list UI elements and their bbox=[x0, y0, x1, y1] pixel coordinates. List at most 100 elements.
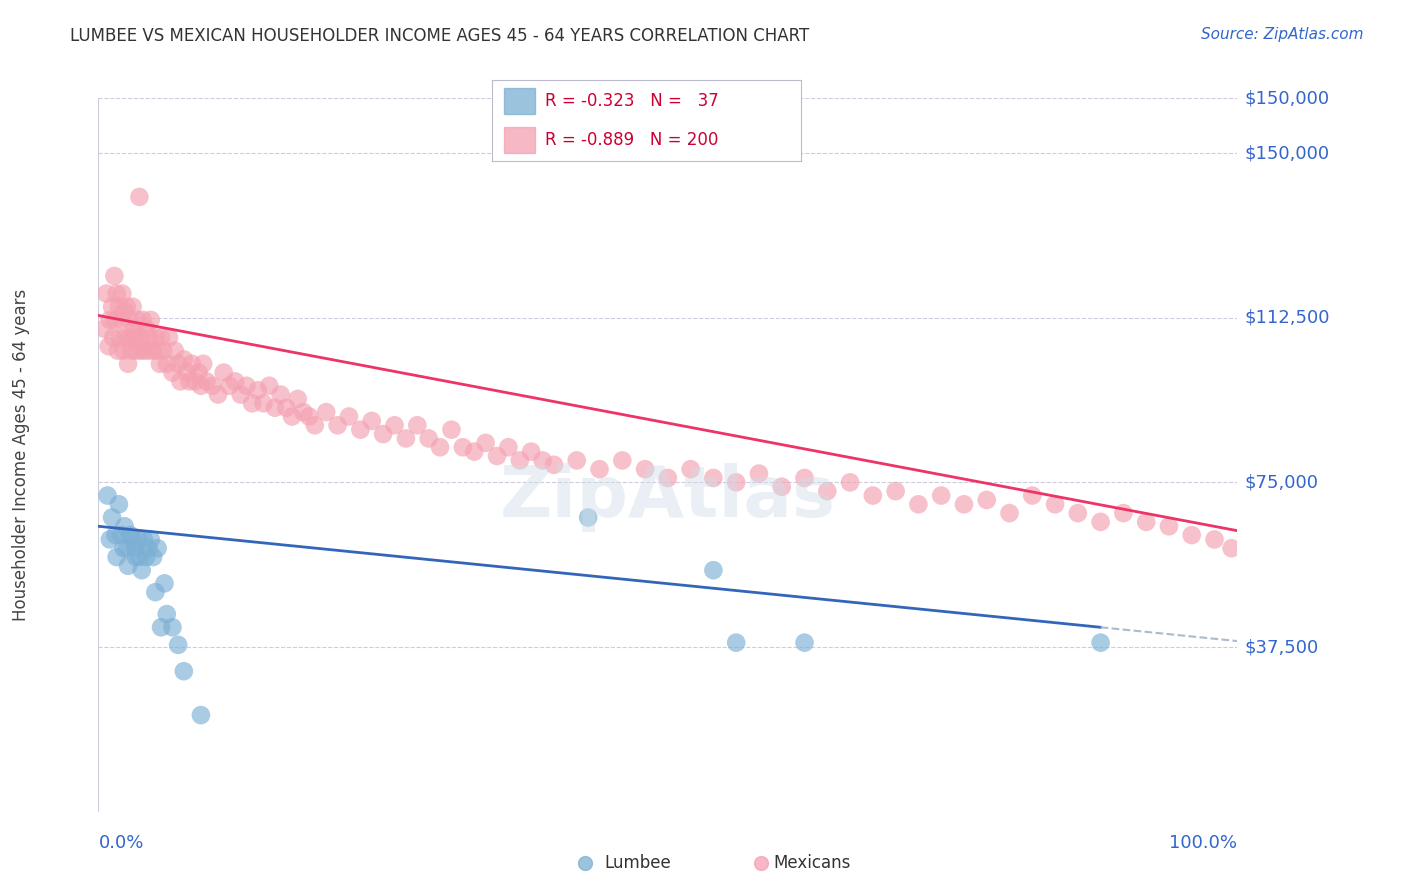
Point bbox=[1043, 497, 1066, 511]
Text: Householder Income Ages 45 - 64 years: Householder Income Ages 45 - 64 years bbox=[13, 289, 30, 621]
Point bbox=[121, 300, 143, 314]
Point bbox=[498, 440, 520, 454]
Point bbox=[657, 471, 679, 485]
Point bbox=[112, 541, 135, 556]
Point bbox=[127, 533, 149, 547]
Point bbox=[839, 475, 862, 490]
Point bbox=[770, 480, 793, 494]
Point bbox=[125, 343, 148, 358]
Point bbox=[406, 418, 429, 433]
Point bbox=[121, 533, 143, 547]
Point bbox=[749, 856, 772, 871]
Point bbox=[1204, 533, 1226, 547]
Point bbox=[145, 330, 167, 344]
Point bbox=[304, 418, 326, 433]
Point bbox=[531, 453, 554, 467]
Point bbox=[486, 449, 509, 463]
Point bbox=[451, 440, 474, 454]
Point bbox=[124, 541, 146, 556]
Point bbox=[634, 462, 657, 476]
Text: $150,000: $150,000 bbox=[1244, 144, 1330, 162]
Point bbox=[574, 856, 596, 871]
Point bbox=[1021, 489, 1043, 503]
Text: R = -0.889   N = 200: R = -0.889 N = 200 bbox=[544, 131, 718, 149]
Text: $75,000: $75,000 bbox=[1244, 474, 1319, 491]
Point bbox=[862, 489, 884, 503]
Point bbox=[152, 343, 174, 358]
Point bbox=[1090, 515, 1112, 529]
Point bbox=[195, 375, 218, 389]
Point bbox=[815, 484, 838, 499]
Point bbox=[156, 357, 179, 371]
Point bbox=[953, 497, 976, 511]
Point bbox=[281, 409, 304, 424]
Point bbox=[132, 313, 155, 327]
Point bbox=[125, 549, 148, 564]
Point bbox=[96, 489, 118, 503]
Point bbox=[474, 435, 496, 450]
Point bbox=[907, 497, 929, 511]
Point bbox=[276, 401, 298, 415]
Text: Source: ZipAtlas.com: Source: ZipAtlas.com bbox=[1201, 27, 1364, 42]
Point bbox=[298, 409, 321, 424]
Point bbox=[976, 492, 998, 507]
Point bbox=[127, 330, 149, 344]
Point bbox=[97, 339, 120, 353]
Text: Mexicans: Mexicans bbox=[773, 855, 851, 872]
Point bbox=[167, 357, 190, 371]
Point bbox=[129, 343, 152, 358]
Point bbox=[118, 313, 141, 327]
Point bbox=[418, 432, 440, 446]
Point bbox=[190, 378, 212, 392]
Point bbox=[1181, 528, 1204, 542]
Point bbox=[128, 190, 150, 204]
Point bbox=[384, 418, 406, 433]
Point bbox=[107, 343, 129, 358]
Point bbox=[138, 330, 160, 344]
Point bbox=[360, 414, 382, 428]
Point bbox=[565, 453, 588, 467]
Point bbox=[127, 313, 149, 327]
Point bbox=[725, 635, 748, 649]
Point bbox=[103, 268, 125, 283]
Point bbox=[103, 330, 125, 344]
Point bbox=[1067, 506, 1090, 520]
Text: $37,500: $37,500 bbox=[1244, 638, 1319, 656]
Point bbox=[117, 357, 139, 371]
Point bbox=[104, 313, 127, 327]
Point bbox=[114, 519, 136, 533]
Point bbox=[190, 708, 212, 723]
Point bbox=[124, 330, 146, 344]
Point bbox=[998, 506, 1021, 520]
Text: LUMBEE VS MEXICAN HOUSEHOLDER INCOME AGES 45 - 64 YEARS CORRELATION CHART: LUMBEE VS MEXICAN HOUSEHOLDER INCOME AGE… bbox=[70, 27, 810, 45]
Point bbox=[725, 475, 748, 490]
Point bbox=[287, 392, 309, 406]
Point bbox=[163, 343, 186, 358]
Point bbox=[145, 585, 167, 599]
Point bbox=[224, 375, 246, 389]
Point bbox=[135, 549, 157, 564]
Point bbox=[132, 343, 155, 358]
Point bbox=[114, 330, 136, 344]
Point bbox=[395, 432, 418, 446]
Point bbox=[520, 444, 543, 458]
Bar bbox=[505, 127, 536, 153]
Point bbox=[96, 286, 118, 301]
Point bbox=[162, 620, 184, 634]
Point bbox=[111, 286, 134, 301]
Point bbox=[120, 343, 142, 358]
Point bbox=[146, 343, 169, 358]
Point bbox=[120, 528, 142, 542]
Point bbox=[131, 563, 153, 577]
Point bbox=[463, 444, 485, 458]
Point bbox=[702, 563, 724, 577]
Point bbox=[793, 471, 815, 485]
Point bbox=[120, 330, 142, 344]
Point bbox=[169, 375, 191, 389]
Point bbox=[167, 638, 190, 652]
Point bbox=[108, 330, 131, 344]
Point bbox=[176, 366, 198, 380]
Point bbox=[138, 343, 160, 358]
Point bbox=[131, 330, 153, 344]
Point bbox=[157, 330, 180, 344]
